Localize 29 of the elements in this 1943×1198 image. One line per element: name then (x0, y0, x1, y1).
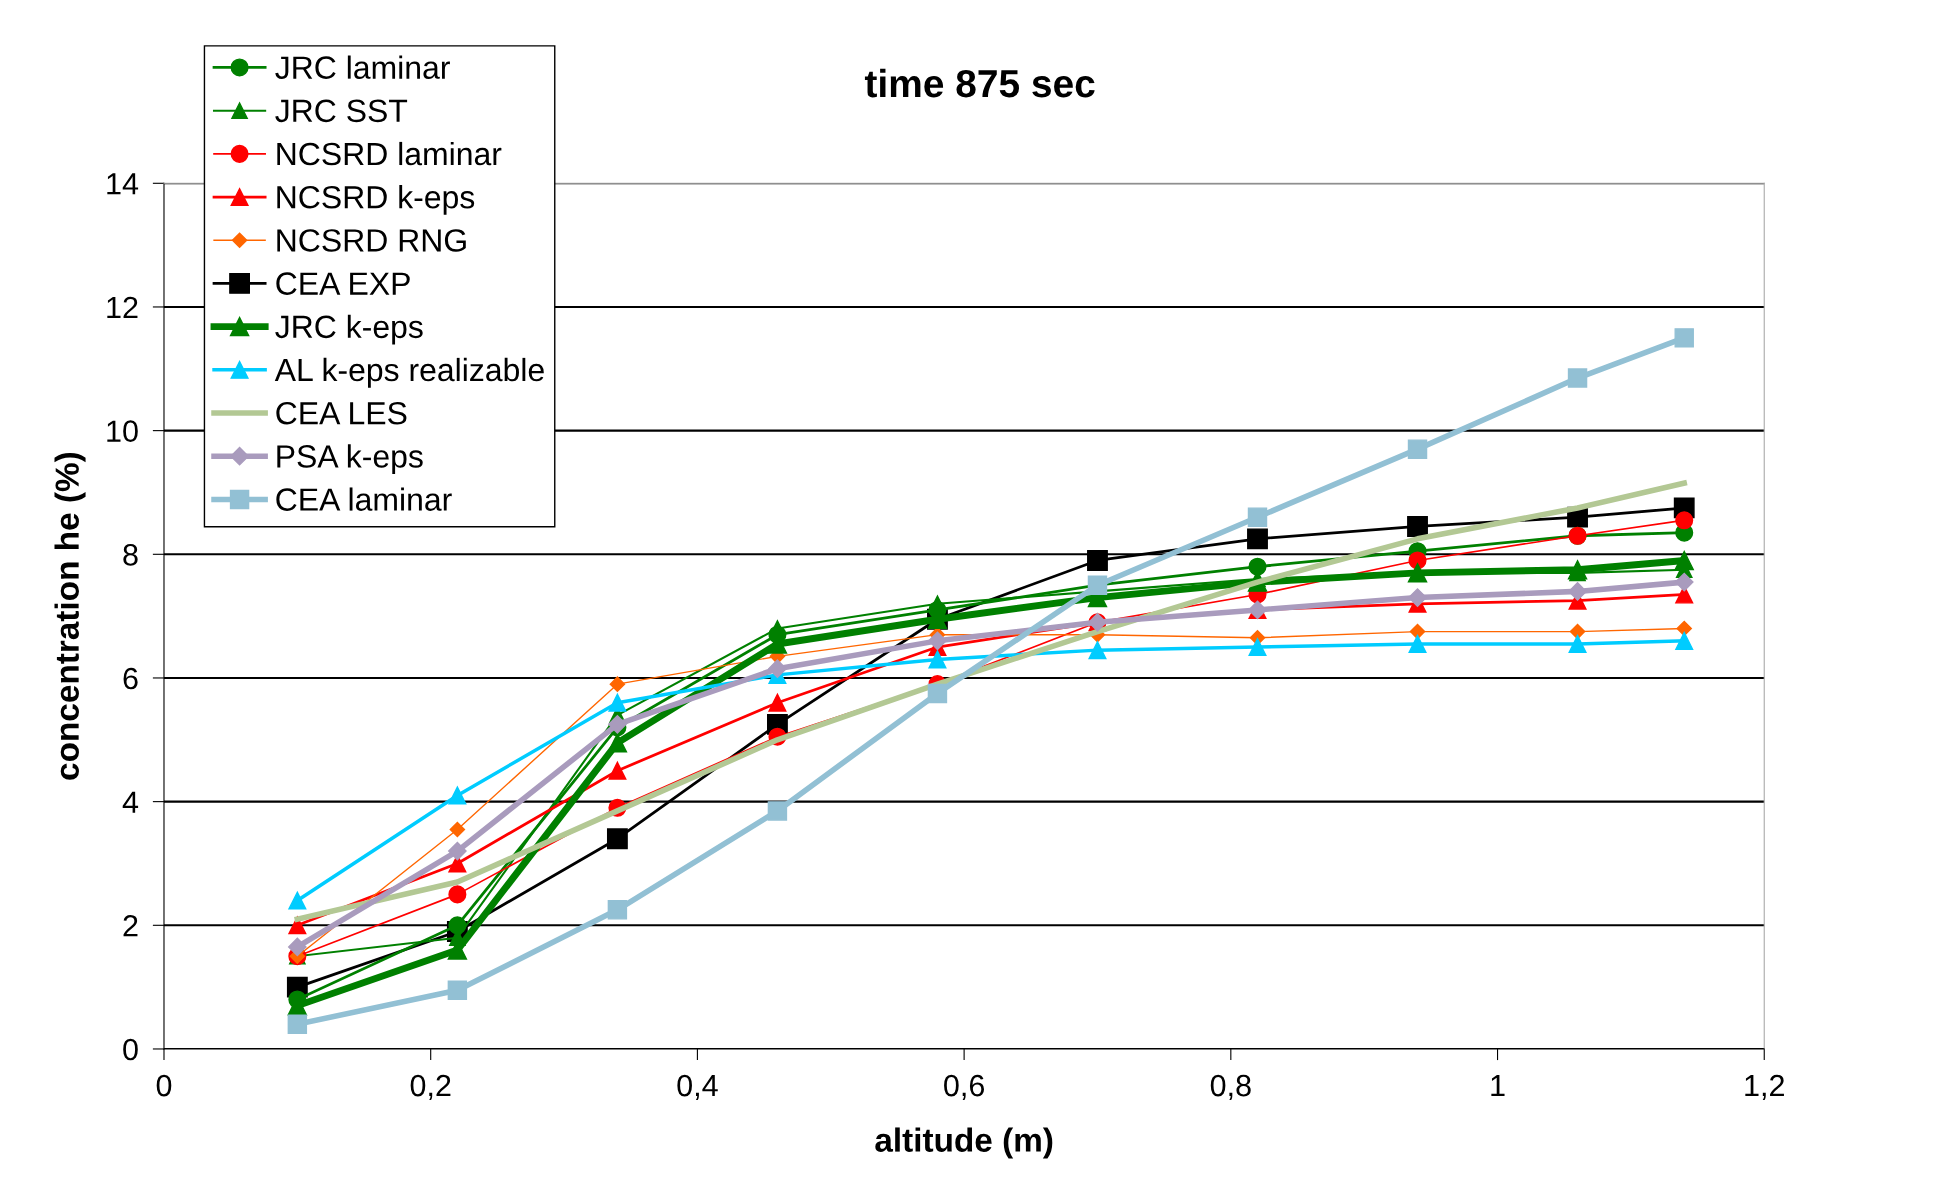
y-tick-label: 4 (122, 791, 139, 813)
legend-label: NCSRD k-eps (277, 185, 475, 215)
y-tick-label: 12 (107, 296, 138, 319)
legend-label: NCSRD RNG (277, 229, 466, 252)
x-tick-label: 1 (1491, 1075, 1505, 1097)
y-tick-label: 0 (123, 1038, 138, 1061)
y-tick-label: 10 (107, 420, 138, 442)
y-tick-label: 14 (107, 173, 139, 195)
legend-label: JRC k-eps (275, 314, 423, 345)
legend-label: AL k-eps realizable (274, 357, 544, 388)
legend-label: JRC laminar (275, 55, 450, 79)
chart-title: time 875 sec (864, 68, 1095, 98)
x-tick-label: 0,2 (410, 1074, 451, 1101)
x-tick-label: 0,8 (1210, 1074, 1251, 1101)
legend-label: PSA k-eps (277, 444, 423, 475)
y-tick-label: 8 (123, 544, 138, 566)
x-tick-label: 0,4 (677, 1074, 718, 1101)
x-tick-label: 0 (156, 1074, 172, 1097)
legend-label: JRC SST (275, 99, 408, 123)
x-tick-label: 0,6 (944, 1074, 985, 1101)
legend-label: NCSRD laminar (277, 141, 502, 166)
y-tick-label: 2 (123, 915, 138, 937)
legend-label: CEA EXP (276, 272, 410, 295)
legend-label: CEA LES (276, 401, 407, 425)
legend-label: CEA laminar (276, 487, 452, 511)
y-axis-title: concentration he (%) (54, 452, 86, 780)
y-tick-label: 6 (123, 667, 138, 690)
x-axis-title: altitude (m) (875, 1127, 1053, 1159)
x-tick-label: 1,2 (1745, 1074, 1784, 1101)
